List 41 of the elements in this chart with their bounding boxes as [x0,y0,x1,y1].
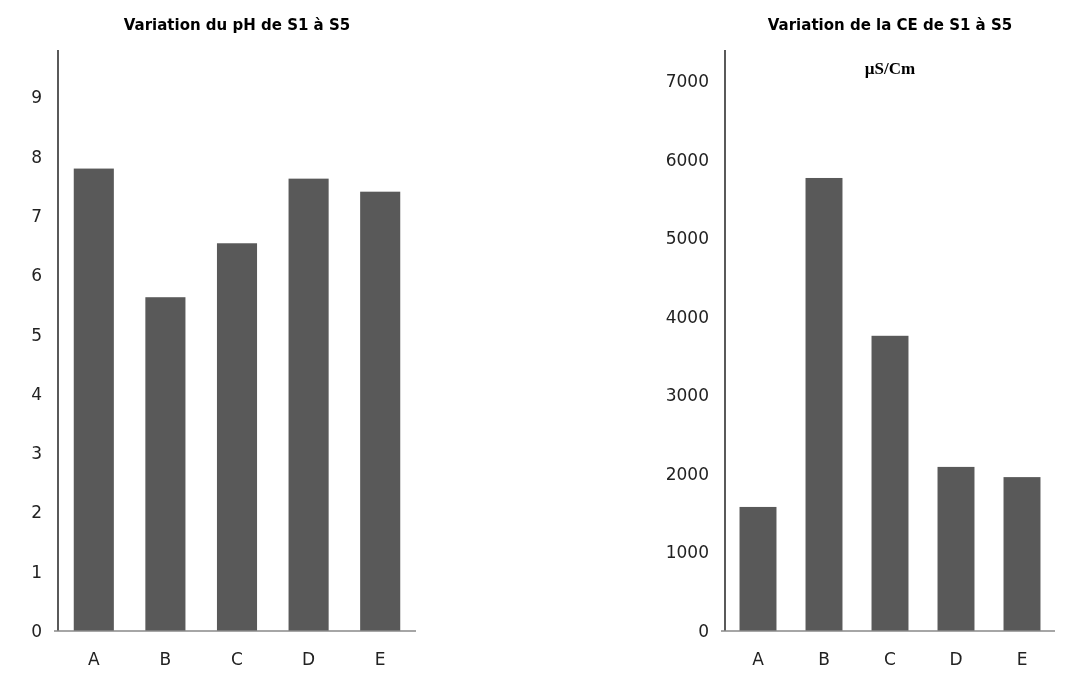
x-tick-label: E [1016,649,1028,669]
bar [216,243,258,631]
chart-title: Variation de la CE de S1 à S5 [767,16,1013,34]
x-tick-label: D [949,649,963,669]
y-tick-label: 3 [31,443,42,464]
bar [805,177,843,631]
bar [288,178,329,631]
y-tick-label: 4000 [665,306,709,327]
x-tick-label: A [87,649,100,669]
bar [73,168,114,631]
y-tick-label: 2 [31,502,42,523]
y-tick-label: 4 [31,383,42,404]
y-tick-label: 6 [31,265,42,286]
x-tick-label: C [231,649,243,669]
bar [871,335,909,631]
y-tick-label: 6000 [665,149,709,170]
x-tick-label: B [818,649,830,669]
x-tick-label: B [159,649,172,669]
y-tick-label: 7 [31,205,42,226]
bar [1003,477,1041,631]
chart-title: Variation du pH de S1 à S5 [123,16,351,34]
y-tick-label: 0 [31,620,42,641]
y-tick-label: 5 [31,324,42,345]
x-tick-label: A [752,649,765,669]
bar [145,297,186,631]
y-tick-label: 1 [31,561,42,582]
x-tick-label: E [374,649,386,669]
y-tick-label: 5000 [665,228,709,249]
y-tick-label: 1000 [665,542,709,563]
y-tick-label: 0 [698,620,709,641]
y-tick-label: 9 [31,87,42,108]
bar [739,506,777,631]
y-tick-label: 7000 [665,71,709,92]
bar [937,466,975,631]
x-tick-label: D [302,649,316,669]
x-tick-label: C [884,649,896,669]
bar [360,191,401,631]
text: µS/Cm [864,59,916,78]
y-tick-label: 2000 [665,463,709,484]
y-tick-label: 8 [31,146,42,167]
y-tick-label: 3000 [665,385,709,406]
